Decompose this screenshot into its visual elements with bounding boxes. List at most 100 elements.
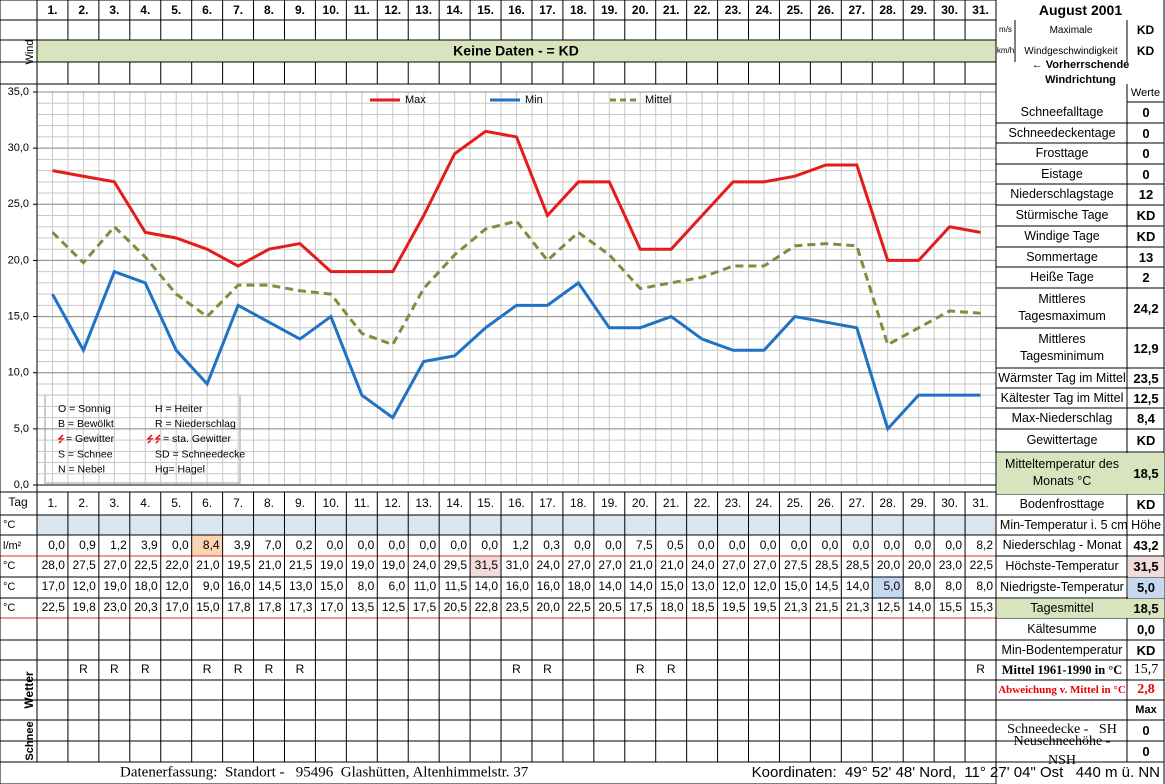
temperature-value: 27,5 bbox=[784, 558, 808, 572]
stat-value: 0 bbox=[1142, 105, 1150, 121]
temperature-value: 9,0 bbox=[203, 579, 220, 593]
day-header: 4. bbox=[140, 3, 150, 17]
stat-value: 5,0 bbox=[1128, 578, 1164, 598]
temperature-value: 11,0 bbox=[414, 579, 437, 593]
stat-label: Min-Temperatur i. 5 cm Höhe bbox=[999, 517, 1162, 532]
temperature-value: 17,5 bbox=[629, 600, 653, 614]
stat-label: Mitteltemperatur des Monats °C bbox=[1005, 457, 1123, 488]
day-label: 5. bbox=[171, 496, 181, 510]
temperature-value: 27,5 bbox=[73, 558, 97, 572]
stat-value: KD bbox=[1136, 433, 1156, 449]
y-tick-label: 25,0 bbox=[8, 198, 29, 210]
temperature-value: 15,0 bbox=[784, 579, 808, 593]
temperature-value: 22,0 bbox=[165, 558, 189, 572]
day-label: 31. bbox=[972, 496, 989, 510]
precipitation-value: 0,0 bbox=[358, 538, 375, 552]
weather-legend-item: O = Sonnig bbox=[58, 403, 111, 415]
temperature-value: 31,0 bbox=[506, 558, 530, 572]
temperature-value: 31,5 bbox=[475, 558, 499, 572]
stat-value: 15,7 bbox=[1133, 662, 1159, 678]
precipitation-value: 0,0 bbox=[389, 538, 406, 552]
stat-value: 0 bbox=[1142, 166, 1150, 182]
month-title: August 2001 bbox=[1038, 1, 1123, 18]
stat-value: 0 bbox=[1142, 125, 1150, 141]
weather-legend-item: N = Nebel bbox=[58, 464, 105, 476]
weather-code: R bbox=[141, 662, 150, 676]
day-label: 25. bbox=[787, 496, 804, 510]
precipitation-value: 0,0 bbox=[760, 538, 777, 552]
precipitation-value: 8,2 bbox=[976, 538, 993, 552]
temperature-value: 17,0 bbox=[42, 579, 66, 593]
no-data-note: Keine Daten - = KD bbox=[453, 43, 579, 59]
day-label: 3. bbox=[109, 496, 119, 510]
day-label: 26. bbox=[818, 496, 835, 510]
stat-label: Heiße Tage bbox=[1030, 270, 1094, 285]
day-header: 18. bbox=[570, 3, 587, 17]
weather-code: R bbox=[265, 662, 274, 676]
temperature-value: 23,0 bbox=[103, 600, 127, 614]
temperature-value: 28,5 bbox=[846, 558, 870, 572]
temperature-value: 17,0 bbox=[320, 600, 344, 614]
day-label: Tag bbox=[8, 495, 27, 509]
stat-label: Kältester Tag im Mittel bbox=[1000, 390, 1124, 405]
stat-value: 8,4 bbox=[1136, 411, 1156, 427]
stat-label: Höchste-Temperatur bbox=[1005, 559, 1119, 574]
weather-code: R bbox=[512, 662, 521, 676]
row-highlight bbox=[997, 599, 1164, 618]
temperature-value: 11,5 bbox=[445, 579, 468, 593]
stat-label: Min-Bodentemperatur bbox=[1001, 642, 1123, 657]
day-label: 11. bbox=[354, 496, 370, 510]
stat-label: Kältesumme bbox=[1027, 621, 1097, 636]
temperature-value: 14,5 bbox=[258, 579, 282, 593]
temperature-value: 29,5 bbox=[444, 558, 468, 572]
day-header: 8. bbox=[264, 3, 274, 17]
temperature-value: 13,5 bbox=[351, 600, 375, 614]
temperature-value: 17,8 bbox=[258, 600, 282, 614]
wind-label: Maximale bbox=[1049, 24, 1093, 36]
temperature-value: 18,0 bbox=[660, 600, 684, 614]
temperature-value: 14,0 bbox=[475, 579, 499, 593]
temperature-value: 21,5 bbox=[815, 600, 839, 614]
precipitation-value: 0,9 bbox=[79, 538, 96, 552]
unit-label: °C bbox=[3, 581, 15, 593]
weather-code: R bbox=[234, 662, 243, 676]
temperature-value: 19,5 bbox=[753, 600, 777, 614]
temperature-value: 27,0 bbox=[567, 558, 591, 572]
day-header: 24. bbox=[756, 3, 773, 17]
day-header: 11. bbox=[354, 3, 370, 17]
precipitation-value: 3,9 bbox=[141, 538, 158, 552]
day-header: 1. bbox=[47, 3, 57, 17]
day-header: 9. bbox=[295, 3, 305, 17]
day-header: 30. bbox=[941, 3, 958, 17]
day-label: 19. bbox=[601, 496, 618, 510]
precipitation-value: 0,0 bbox=[605, 538, 622, 552]
temperature-value: 8,0 bbox=[914, 579, 931, 593]
temperature-value: 17,3 bbox=[289, 600, 313, 614]
temperature-value: 21,5 bbox=[289, 558, 313, 572]
y-tick-label: 10,0 bbox=[8, 367, 29, 379]
stat-value: 12,5 bbox=[1133, 390, 1159, 406]
series-line bbox=[51, 219, 981, 347]
day-label: 6. bbox=[202, 496, 212, 510]
temperature-value: 27,0 bbox=[103, 558, 127, 572]
stat-value: 18,5 bbox=[1133, 600, 1159, 616]
day-label: 18. bbox=[570, 496, 587, 510]
day-header: 31. bbox=[972, 3, 989, 17]
temperature-value: 19,5 bbox=[227, 558, 251, 572]
stat-value: 0,0 bbox=[1136, 621, 1156, 637]
day-header: 20. bbox=[632, 3, 649, 17]
series-line bbox=[51, 269, 981, 432]
temperature-value: 12,5 bbox=[877, 600, 901, 614]
unit-label: °C bbox=[3, 602, 15, 614]
temperature-value: 21,0 bbox=[660, 558, 684, 572]
stat-label: Sommertage bbox=[1026, 249, 1098, 264]
temperature-value: 19,0 bbox=[382, 558, 406, 572]
weather-legend-item: = sta. Gewitter bbox=[163, 433, 231, 445]
temperature-value: 20,5 bbox=[598, 600, 622, 614]
day-label: 27. bbox=[848, 496, 865, 510]
day-label: 10. bbox=[323, 496, 340, 510]
stat-value: 2,8 bbox=[1137, 682, 1155, 698]
stat-label: Gewittertage bbox=[1026, 433, 1098, 448]
stat-label: Windige Tage bbox=[1024, 229, 1100, 244]
row-highlight bbox=[997, 453, 1164, 494]
